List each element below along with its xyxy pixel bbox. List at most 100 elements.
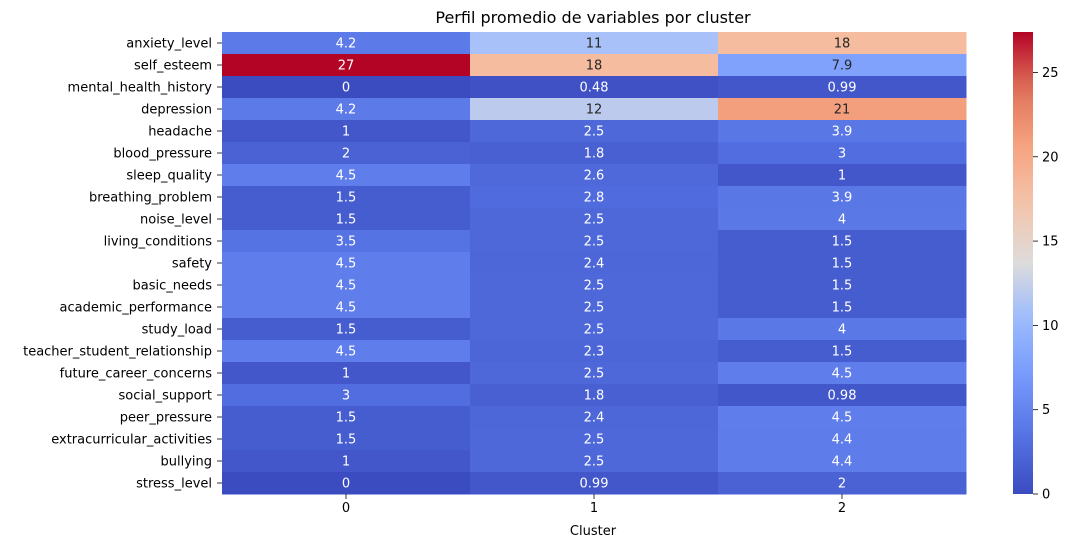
heatmap-cell xyxy=(470,406,719,429)
cell-value-label: 0.99 xyxy=(828,81,857,96)
x-axis-label: Cluster xyxy=(570,524,617,539)
heatmap-row: headache 1 2.5 3.9 xyxy=(148,120,967,143)
cell-value-label: 4.5 xyxy=(336,345,357,360)
heatmap-row: safety 4.5 2.4 1.5 xyxy=(172,252,967,275)
heatmap-cell xyxy=(470,450,719,473)
colorbar-tick-label: 10 xyxy=(1042,319,1059,334)
x-tick-label: 1 xyxy=(590,501,598,516)
chart-title: Perfil promedio de variables por cluster xyxy=(435,8,751,27)
row-label: headache xyxy=(148,125,212,140)
colorbar-tick-label: 5 xyxy=(1042,403,1050,418)
row-label: basic_needs xyxy=(132,279,212,294)
cell-value-label: 2.5 xyxy=(584,279,605,294)
colorbar-gradient xyxy=(1013,32,1033,494)
heatmap-cell xyxy=(470,186,719,209)
heatmap-row: noise_level 1.5 2.5 4 xyxy=(140,208,967,231)
heatmap-cell xyxy=(718,186,967,209)
cell-value-label: 0 xyxy=(342,477,350,492)
colorbar-tick-label: 0 xyxy=(1042,488,1050,503)
heatmap-cell xyxy=(470,54,719,77)
cell-value-label: 1.5 xyxy=(832,345,853,360)
cell-value-label: 11 xyxy=(586,37,603,52)
heatmap-cell xyxy=(718,164,967,187)
heatmap-cell xyxy=(222,164,471,187)
cell-value-label: 2.5 xyxy=(584,213,605,228)
cell-value-label: 4.5 xyxy=(336,279,357,294)
cell-value-label: 1.5 xyxy=(832,301,853,316)
cell-value-label: 1 xyxy=(838,169,846,184)
colorbar: 0 5 10 15 20 25 xyxy=(1013,32,1059,503)
row-label: future_career_concerns xyxy=(60,367,213,382)
x-tick-label: 2 xyxy=(838,501,846,516)
cell-value-label: 2 xyxy=(342,147,350,162)
heatmap-cell xyxy=(222,406,471,429)
cell-value-label: 4.5 xyxy=(336,301,357,316)
row-label: mental_health_history xyxy=(68,81,213,96)
cell-value-label: 1.5 xyxy=(336,213,357,228)
cell-value-label: 0.99 xyxy=(580,477,609,492)
row-label: self_esteem xyxy=(134,59,212,74)
cell-value-label: 2 xyxy=(838,477,846,492)
heatmap-cell xyxy=(222,76,471,99)
heatmap-cell xyxy=(222,32,471,55)
x-axis: 0 1 2 xyxy=(342,494,846,516)
cell-value-label: 0.98 xyxy=(828,389,857,404)
heatmap-row: blood_pressure 2 1.8 3 xyxy=(113,142,967,165)
x-tick-label: 0 xyxy=(342,501,350,516)
heatmap-row: study_load 1.5 2.5 4 xyxy=(142,318,967,341)
cell-value-label: 1.8 xyxy=(584,147,605,162)
heatmap-cell xyxy=(222,208,471,231)
cell-value-label: 18 xyxy=(834,37,851,52)
heatmap-row: bullying 1 2.5 4.4 xyxy=(160,450,967,473)
heatmap-cell xyxy=(470,296,719,319)
cell-value-label: 1 xyxy=(342,367,350,382)
heatmap-cell xyxy=(470,230,719,253)
heatmap-row: sleep_quality 4.5 2.6 1 xyxy=(126,164,967,187)
heatmap-cell xyxy=(718,54,967,77)
row-label: stress_level xyxy=(136,477,212,492)
heatmap-row: future_career_concerns 1 2.5 4.5 xyxy=(60,362,967,385)
cell-value-label: 2.5 xyxy=(584,433,605,448)
colorbar-tick-label: 25 xyxy=(1042,66,1059,81)
heatmap-cell xyxy=(470,98,719,121)
heatmap-row: teacher_student_relationship 4.5 2.3 1.5 xyxy=(23,340,967,363)
cell-value-label: 27 xyxy=(338,59,355,74)
heatmap-cell xyxy=(718,450,967,473)
heatmap-cell xyxy=(470,318,719,341)
cell-value-label: 1.5 xyxy=(336,411,357,426)
cell-value-label: 2.4 xyxy=(584,257,605,272)
heatmap-cell xyxy=(718,98,967,121)
heatmap-cell xyxy=(470,274,719,297)
heatmap-cell xyxy=(470,384,719,407)
row-label: living_conditions xyxy=(104,235,213,250)
heatmap-cell xyxy=(470,362,719,385)
cell-value-label: 3.9 xyxy=(832,191,853,206)
heatmap-cell xyxy=(222,362,471,385)
heatmap-cell xyxy=(470,32,719,55)
heatmap-cell xyxy=(470,76,719,99)
heatmap-cell xyxy=(222,252,471,275)
cell-value-label: 3.5 xyxy=(336,235,357,250)
row-label: social_support xyxy=(119,389,212,404)
cell-value-label: 4.5 xyxy=(832,411,853,426)
heatmap-row: social_support 3 1.8 0.98 xyxy=(119,384,967,407)
cell-value-label: 3 xyxy=(838,147,846,162)
row-label: anxiety_level xyxy=(126,37,212,52)
heatmap-cell xyxy=(718,318,967,341)
row-label: extracurricular_activities xyxy=(51,433,212,448)
heatmap-cell xyxy=(718,252,967,275)
colorbar-tick-label: 15 xyxy=(1042,235,1059,250)
row-label: breathing_problem xyxy=(89,191,212,206)
cell-value-label: 4.5 xyxy=(336,257,357,272)
heatmap-cell xyxy=(222,472,471,495)
heatmap-cell xyxy=(222,450,471,473)
cell-value-label: 1.5 xyxy=(832,235,853,250)
heatmap-row: living_conditions 3.5 2.5 1.5 xyxy=(104,230,967,253)
colorbar-tick-label: 20 xyxy=(1042,150,1059,165)
cell-value-label: 2.5 xyxy=(584,235,605,250)
heatmap-cell xyxy=(470,428,719,451)
cell-value-label: 0 xyxy=(342,81,350,96)
heatmap-cell xyxy=(222,230,471,253)
heatmap-row: self_esteem 27 18 7.9 xyxy=(134,54,967,77)
